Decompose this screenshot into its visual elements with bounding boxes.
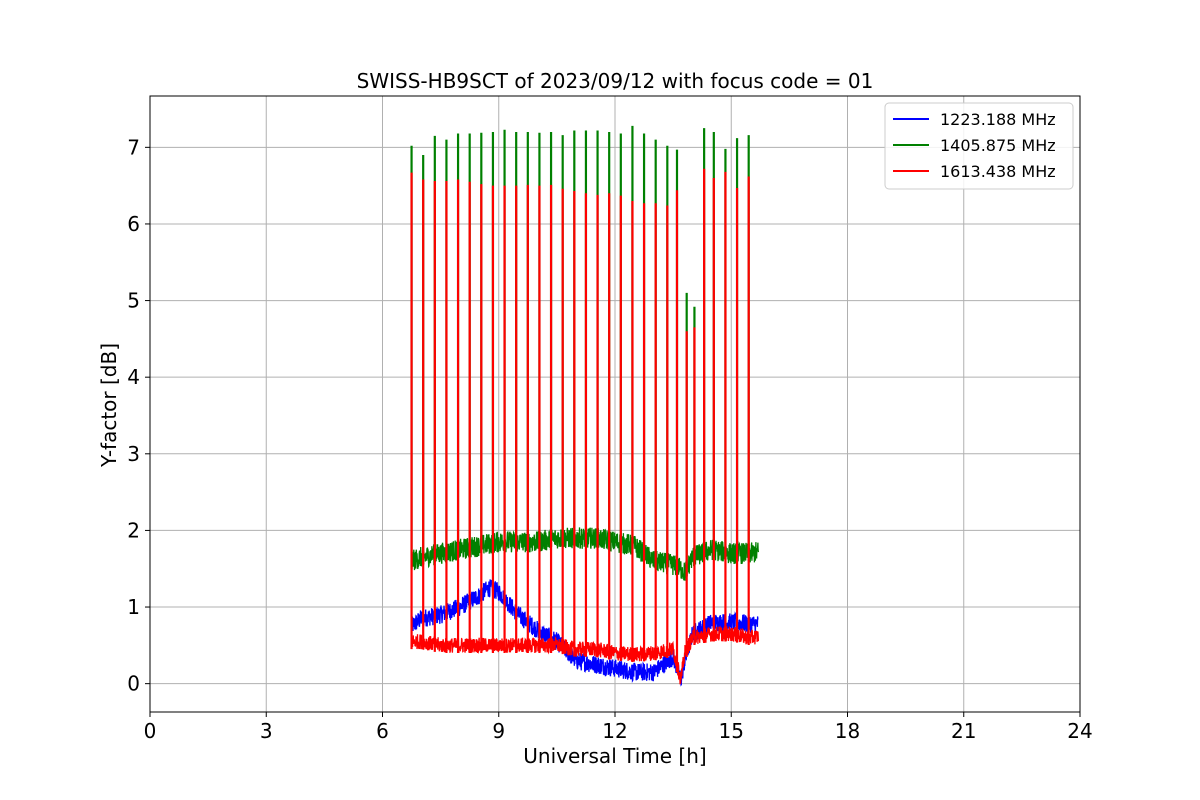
y-axis-label: Y-factor [dB] — [97, 343, 121, 468]
x-tick-label: 24 — [1067, 719, 1092, 743]
y-tick-label: 4 — [127, 365, 140, 389]
chart-title: SWISS-HB9SCT of 2023/09/12 with focus co… — [357, 69, 874, 93]
calibration-spikes — [410, 125, 750, 673]
x-tick-label: 18 — [835, 719, 860, 743]
plot-area — [410, 125, 760, 687]
y-tick-label: 6 — [127, 212, 140, 236]
x-tick-label: 0 — [144, 719, 157, 743]
y-tick-label: 7 — [127, 135, 140, 159]
legend: 1223.188 MHz 1405.875 MHz 1613.438 MHz — [884, 102, 1074, 190]
y-tick-label: 2 — [127, 518, 140, 542]
y-tick-label: 3 — [127, 442, 140, 466]
legend-box — [884, 102, 1074, 190]
x-axis-label: Universal Time [h] — [523, 744, 706, 768]
legend-label: 1613.438 MHz — [940, 162, 1056, 181]
x-tick-label: 21 — [951, 719, 976, 743]
y-tick-label: 0 — [127, 672, 140, 696]
y-tick-label: 5 — [127, 289, 140, 313]
legend-label: 1405.875 MHz — [940, 136, 1056, 155]
y-tick-label: 1 — [127, 595, 140, 619]
x-tick-label: 15 — [719, 719, 744, 743]
x-tick-label: 6 — [376, 719, 389, 743]
x-tick-label: 3 — [260, 719, 273, 743]
x-tick-label: 12 — [602, 719, 627, 743]
legend-label: 1223.188 MHz — [940, 110, 1056, 129]
grid-lines — [149, 96, 1081, 712]
x-tick-label: 9 — [492, 719, 505, 743]
